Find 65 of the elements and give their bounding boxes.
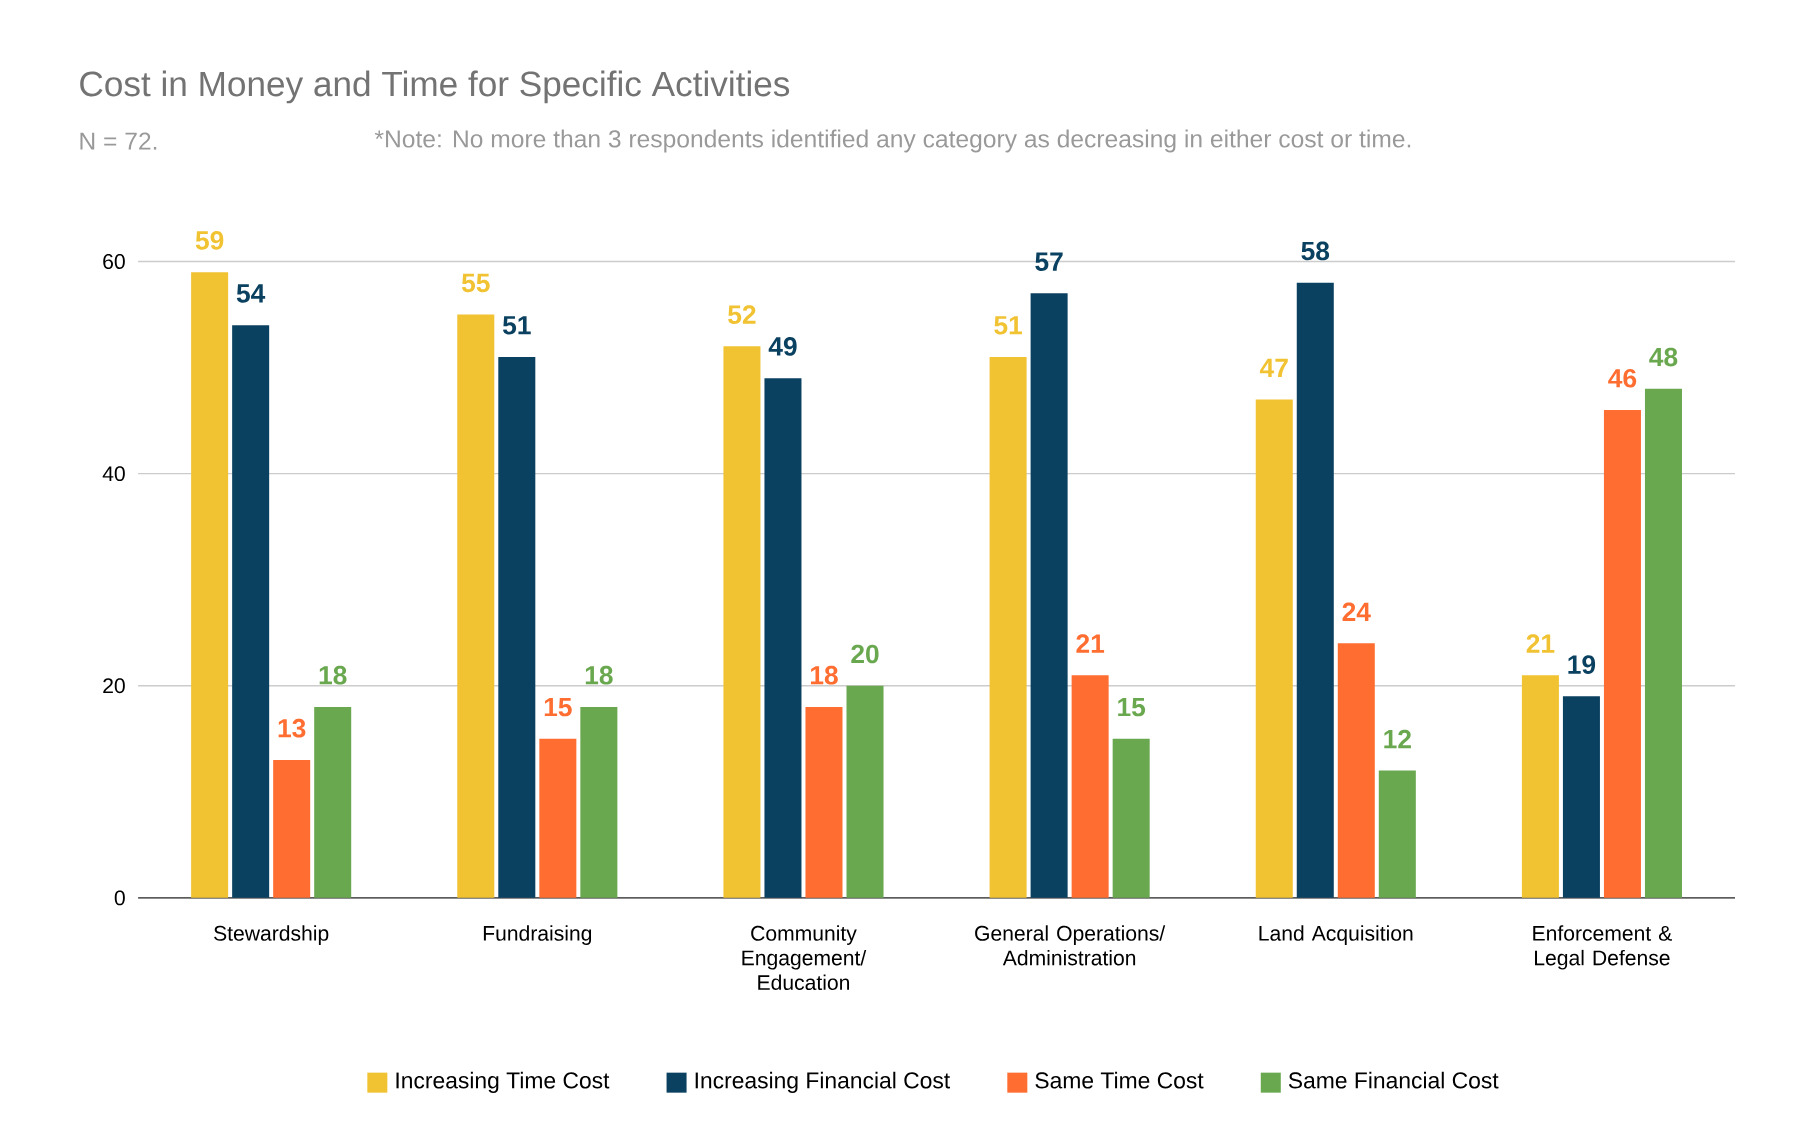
legend-label: Increasing Financial Cost [695,1071,951,1094]
data-label: 18 [585,665,613,685]
chart-subtitle: N = 72. [80,132,157,150]
data-label: 52 [728,305,756,324]
data-label: 13 [278,718,306,738]
data-label: 21 [1526,634,1555,653]
bar [846,685,884,898]
data-label: 46 [1608,368,1637,388]
data-label: 12 [1384,729,1411,749]
data-label: 47 [1259,358,1288,377]
x-tick-label: Land Acquisition [1259,925,1413,945]
bar [1562,696,1600,898]
y-tick-label: 60 [103,254,125,269]
data-label: 18 [319,665,347,685]
data-label: 20 [851,644,879,664]
bar [232,325,270,898]
x-tick-label: Community Engagement/ Education [742,925,867,991]
bar [457,314,495,898]
bar [723,346,761,898]
bar [1255,399,1293,898]
y-tick-label: 0 [114,890,125,906]
bar [989,356,1027,898]
y-tick-label: 20 [103,678,125,694]
bar [1337,643,1375,898]
legend-label: Increasing Time Cost [396,1071,610,1094]
bar [1071,675,1109,898]
data-label: 24 [1342,602,1371,621]
data-label: 19 [1568,655,1596,674]
bar [1644,388,1682,898]
bar [1521,675,1559,898]
data-label: 59 [195,231,224,250]
data-label: 18 [810,665,838,685]
bar [1378,770,1416,898]
data-label: 48 [1649,347,1678,367]
data-label: 15 [1118,697,1146,717]
chart-title: Cost in Money and Time for Specific Activities [80,70,790,104]
bar [539,738,577,898]
x-tick-label: Stewardship [214,925,329,945]
legend-label: Same Financial Cost [1288,1071,1499,1089]
data-label: 51 [502,316,531,335]
data-label: 49 [768,337,797,356]
bar [580,706,618,898]
data-label: 51 [994,316,1023,335]
data-label: 57 [1035,252,1063,271]
bar [805,706,843,898]
legend-label: Same Time Cost [1035,1071,1204,1089]
x-tick-label: Fundraising [483,925,592,945]
bar [314,706,352,898]
bar [1603,410,1641,898]
data-label: 54 [236,284,266,303]
text: *Note: No more than 3 respondents identified any category as decreasing in either cost or time. [374,129,1411,153]
bar [1112,738,1150,898]
y-tick-label: 40 [102,466,125,482]
bar [191,272,229,898]
data-label: 21 [1076,634,1105,653]
bar [498,356,536,898]
bar [764,378,802,898]
data-label: 58 [1301,241,1330,261]
bar [1030,293,1068,898]
data-label: 55 [461,273,490,293]
x-tick-label: General Operations/ Administration [975,925,1166,966]
bar [273,760,311,898]
data-label: 15 [544,697,572,717]
x-tick-label: Enforcement & Legal Defense [1533,925,1672,970]
bar [1296,282,1334,898]
